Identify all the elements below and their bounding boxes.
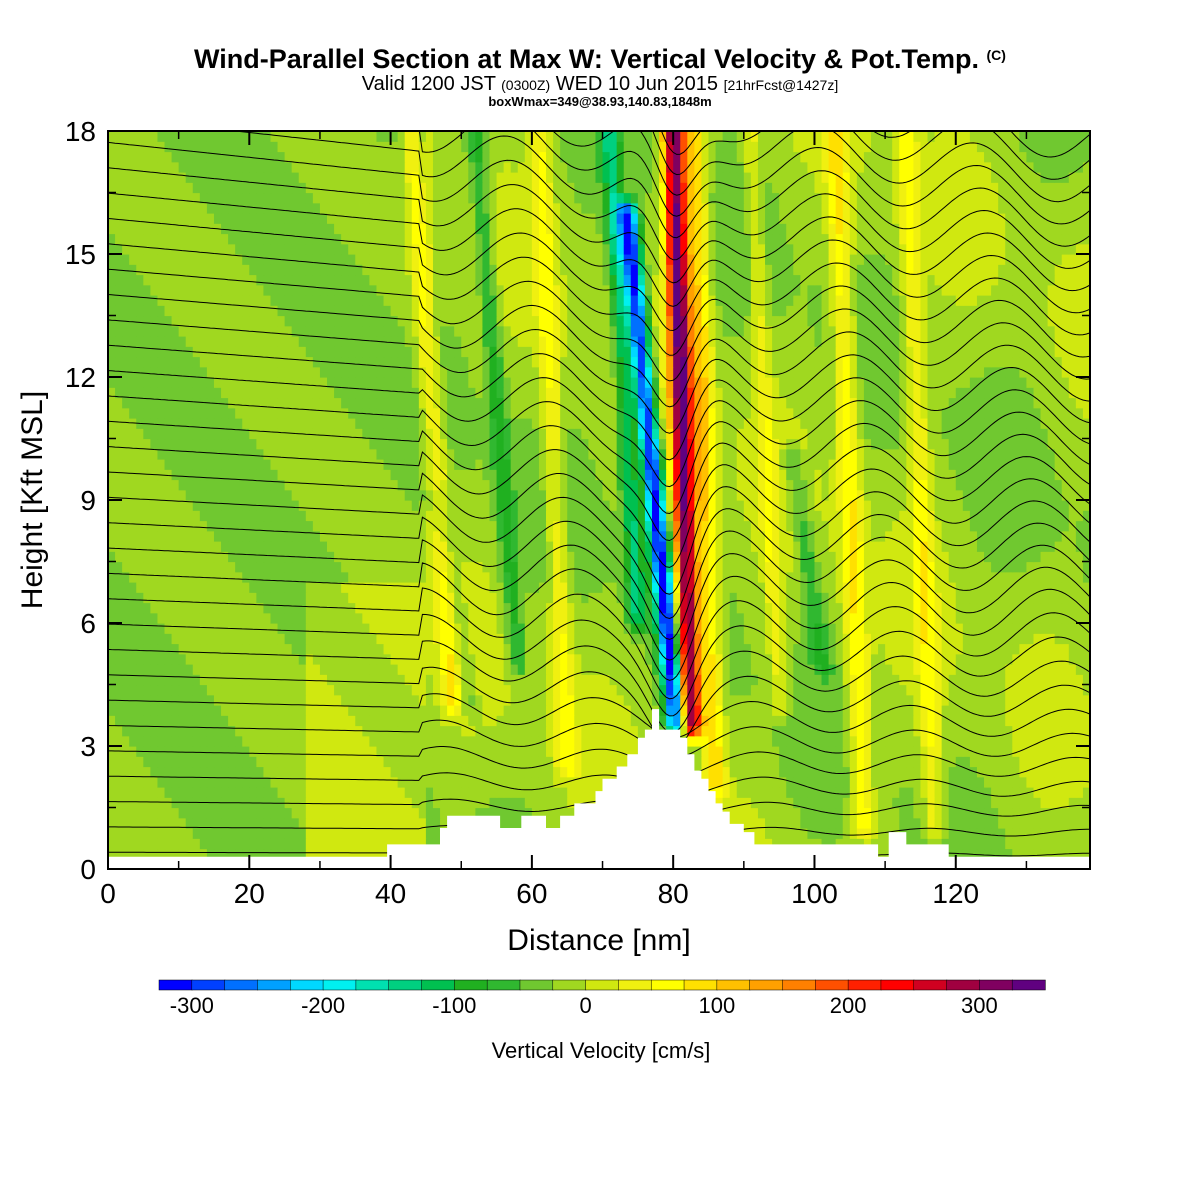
colorbar-swatch: [224, 979, 259, 991]
theta-contour: [108, 395, 1090, 515]
colorbar-swatch: [158, 979, 193, 991]
theta-contour: [108, 370, 1090, 488]
colorbar-swatch: [946, 979, 981, 991]
colorbar-swatch: [322, 979, 357, 991]
potential-temperature-contours: [108, 131, 1090, 857]
y-tick-label: 12: [65, 362, 96, 393]
copyright-mark: (C): [986, 47, 1006, 63]
colorbar-swatch: [388, 979, 423, 991]
theta-contour: [108, 420, 1090, 542]
theta-contour: [108, 772, 1090, 797]
colorbar-swatch: [421, 979, 455, 991]
colorbar-title: Vertical Velocity [cm/s]: [492, 1038, 711, 1063]
y-tick-label: 0: [80, 854, 96, 885]
theta-contour: [108, 494, 1090, 620]
chart-subtitle: Valid 1200 JST (0300Z) WED 10 Jun 2015 […: [0, 74, 1200, 95]
theta-contour: [108, 268, 1090, 382]
colorbar-label: -300: [170, 993, 214, 1018]
theta-contour: [108, 319, 1090, 434]
x-tick-label: 20: [234, 878, 265, 909]
chart-title-text: Wind-Parallel Section at Max W: Vertical…: [194, 44, 979, 74]
colorbar-label: 300: [961, 993, 998, 1018]
x-tick-label: 40: [375, 878, 406, 909]
theta-contour: [108, 693, 1090, 739]
x-tick-label: 120: [932, 878, 979, 909]
theta-contour: [108, 167, 1090, 292]
x-axis-title: Distance [nm]: [507, 924, 690, 957]
theta-contour: [108, 516, 1090, 640]
theta-contour: [108, 613, 1090, 717]
theta-contour: [108, 562, 1090, 681]
theta-contour: [108, 141, 1090, 269]
colorbar-swatch: [683, 979, 718, 991]
chart-title-block: Wind-Parallel Section at Max W: Vertical…: [0, 40, 1200, 108]
colorbar-swatch: [979, 979, 1013, 991]
theta-contour: [108, 344, 1090, 461]
colorbar-label: -200: [301, 993, 345, 1018]
colorbar-swatch: [290, 979, 324, 991]
colorbar: -300 -200 -100 0 100 200 300: [158, 979, 1046, 1018]
y-tick-label: 18: [65, 116, 96, 147]
y-tick-label: 3: [80, 731, 96, 762]
y-tick-label: 9: [80, 485, 96, 516]
y-tick-label: 15: [65, 239, 96, 270]
theta-contour: [108, 719, 1090, 758]
colorbar-swatch: [1011, 979, 1046, 991]
colorbar-swatch: [355, 979, 390, 991]
colorbar-swatch: [519, 979, 554, 991]
forecast-info: [21hrFcst@1427z]: [723, 77, 839, 93]
colorbar-swatch: [716, 979, 751, 991]
chart-title: Wind-Parallel Section at Max W: Vertical…: [0, 40, 1200, 74]
theta-contour: [108, 587, 1090, 700]
box-wmax-info: boxWmax=349@38.93,140.83,1848m: [488, 94, 712, 109]
colorbar-swatch: [618, 979, 652, 991]
theta-contour: [230, 131, 1090, 247]
valid-time: Valid 1200 JST: [361, 73, 496, 95]
colorbar-swatch: [782, 979, 816, 991]
colorbar-label: -100: [432, 993, 476, 1018]
terrain-fill: [108, 709, 1090, 869]
colorbar-swatch: [880, 979, 915, 991]
x-tick-label: 0: [100, 878, 116, 909]
x-tick-label: 100: [791, 878, 838, 909]
colorbar-swatch: [650, 979, 685, 991]
colorbar-swatch: [815, 979, 849, 991]
valid-utc: (0300Z): [501, 77, 551, 93]
theta-contour: [552, 131, 1090, 203]
theta-contour: [108, 539, 1090, 661]
y-tick-label: 6: [80, 608, 96, 639]
theta-contour: [652, 131, 1090, 180]
x-tick-label: 80: [658, 878, 689, 909]
colorbar-label: 100: [699, 993, 736, 1018]
colorbar-swatch: [749, 979, 784, 991]
colorbar-swatch: [454, 979, 488, 991]
valid-date: WED 10 Jun 2015: [555, 73, 719, 95]
colorbar-swatch: [257, 979, 291, 991]
colorbar-swatch: [191, 979, 226, 991]
colorbar-swatch: [913, 979, 948, 991]
colorbar-swatch: [552, 979, 587, 991]
colorbar-label: 200: [830, 993, 867, 1018]
x-tick-label: 60: [516, 878, 547, 909]
y-axis-title: Height [Kft MSL]: [16, 391, 49, 609]
theta-contour: [108, 294, 1090, 408]
x-axis: 0 20 40 60 80 100 120: [100, 131, 1028, 909]
colorbar-swatch: [486, 979, 521, 991]
theta-contour: [108, 192, 1090, 314]
theta-contour: [108, 666, 1090, 750]
colorbar-swatch: [585, 979, 620, 991]
colorbar-swatch: [847, 979, 882, 991]
colorbar-label: 0: [579, 993, 591, 1018]
y-axis: 0 3 6 9 12 15 18: [65, 116, 1090, 885]
theta-contour: [108, 243, 1090, 358]
theta-contour: [108, 471, 1090, 595]
theta-contour: [108, 640, 1090, 734]
theta-contour: [108, 746, 1090, 778]
theta-contour: [418, 131, 1090, 225]
theta-contour: [108, 446, 1090, 568]
vertical-velocity-field: [108, 131, 1090, 869]
terrain-profile: [108, 709, 1090, 869]
theta-contour: [108, 218, 1090, 336]
